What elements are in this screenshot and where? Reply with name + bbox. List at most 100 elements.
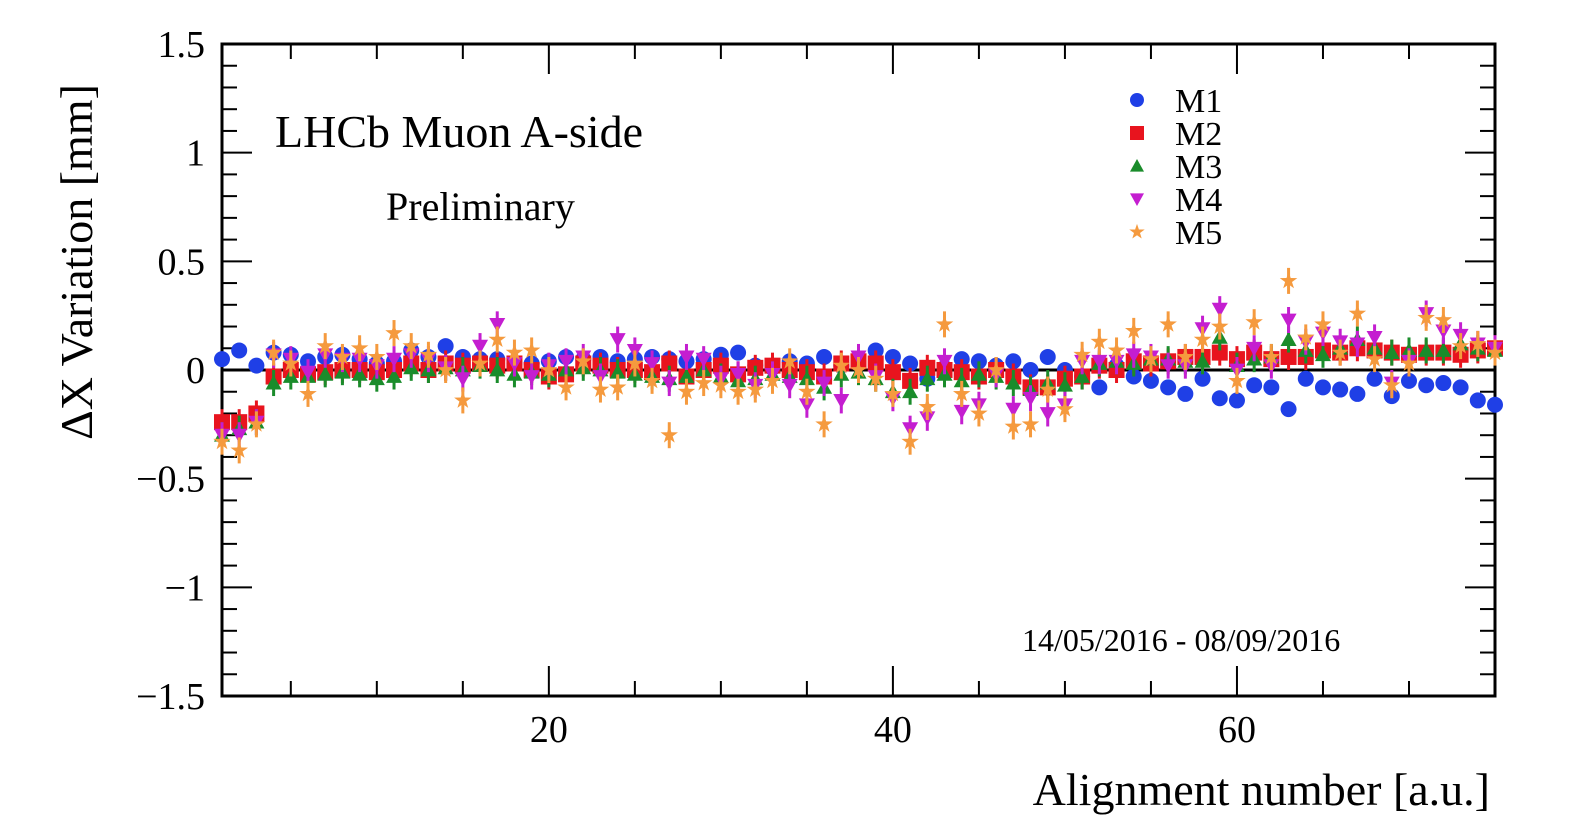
data-point <box>678 368 695 383</box>
data-point <box>1435 342 1452 357</box>
data-point <box>1348 304 1367 321</box>
data-point <box>522 341 541 358</box>
data-point <box>919 370 936 386</box>
data-point <box>333 347 352 365</box>
data-point <box>1331 343 1349 361</box>
data-point <box>1107 341 1126 358</box>
data-point <box>970 353 987 370</box>
data-point <box>1073 345 1091 363</box>
data-points <box>213 267 1504 464</box>
data-point <box>660 426 678 443</box>
data-point <box>316 336 334 354</box>
legend-marker <box>1130 193 1144 206</box>
legend-marker <box>1130 159 1144 172</box>
data-point <box>1366 370 1383 387</box>
data-point <box>1383 344 1400 360</box>
data-point <box>1314 315 1332 332</box>
data-point <box>884 384 902 402</box>
legend-label: M3 <box>1175 149 1222 186</box>
data-point <box>1193 330 1212 347</box>
experiment-label: LHCb Muon A-side <box>275 106 643 157</box>
data-point <box>1211 302 1228 318</box>
data-point <box>712 376 730 393</box>
data-point <box>1211 317 1229 334</box>
data-point <box>884 348 901 365</box>
data-point <box>1280 348 1297 365</box>
data-point <box>1417 308 1435 326</box>
data-point <box>902 355 919 372</box>
data-point <box>1194 370 1211 387</box>
data-point <box>523 370 540 385</box>
data-point <box>763 371 782 389</box>
data-point <box>231 342 248 359</box>
data-point <box>1056 399 1074 417</box>
data-point <box>300 365 317 381</box>
data-point <box>695 352 712 368</box>
data-point <box>385 323 403 341</box>
data-point <box>918 397 937 415</box>
data-point <box>1246 341 1263 357</box>
data-point <box>849 360 868 378</box>
data-point <box>1400 354 1418 371</box>
legend-label: M2 <box>1175 116 1222 153</box>
data-point <box>489 317 506 333</box>
data-point <box>1177 385 1194 402</box>
data-point <box>1280 401 1297 418</box>
data-point <box>1005 353 1022 370</box>
data-point <box>386 368 403 383</box>
data-point <box>953 404 970 420</box>
data-point <box>953 384 971 402</box>
data-point <box>213 432 231 450</box>
data-point <box>1021 415 1040 432</box>
data-point <box>730 367 747 383</box>
data-point <box>1160 379 1177 396</box>
legend-marker <box>1130 93 1144 107</box>
data-point <box>970 404 988 421</box>
data-point <box>833 394 850 409</box>
data-point <box>1142 372 1159 389</box>
legend-marker <box>1129 223 1145 239</box>
data-point <box>832 356 850 374</box>
data-point <box>867 342 884 359</box>
data-point <box>540 360 558 378</box>
data-point <box>608 378 627 395</box>
data-point <box>1435 375 1452 392</box>
data-point <box>1005 402 1022 418</box>
data-point <box>626 354 644 371</box>
data-point <box>1211 390 1228 407</box>
data-point <box>505 343 524 361</box>
data-point <box>386 352 403 368</box>
data-point <box>781 378 798 394</box>
data-point <box>1246 377 1263 394</box>
data-point <box>1280 331 1297 346</box>
data-point <box>1263 379 1280 396</box>
data-point <box>970 366 987 381</box>
data-point <box>1262 347 1281 365</box>
y-tick-label: 0 <box>186 350 205 392</box>
data-point <box>299 384 317 402</box>
data-point <box>1125 348 1142 363</box>
data-point <box>350 339 369 356</box>
y-tick-label: 0.5 <box>158 241 206 283</box>
data-point <box>591 380 610 397</box>
data-point <box>1159 315 1177 332</box>
data-point <box>729 382 747 400</box>
data-point <box>901 432 919 450</box>
data-point <box>609 364 626 379</box>
data-point <box>1349 385 1366 402</box>
data-point <box>317 366 334 381</box>
data-point <box>798 370 815 386</box>
y-tick-label: 1.5 <box>158 24 206 66</box>
data-point <box>264 343 283 361</box>
data-point <box>780 352 799 369</box>
axis-ticks <box>222 43 1496 697</box>
data-point <box>902 383 919 399</box>
data-point <box>1005 375 1022 390</box>
x-axis-title: Alignment number [a.u.] <box>1033 764 1490 815</box>
data-point <box>230 441 248 458</box>
data-point <box>678 350 695 365</box>
data-point <box>1487 396 1503 413</box>
data-point <box>1176 347 1195 365</box>
data-point <box>1022 362 1039 378</box>
